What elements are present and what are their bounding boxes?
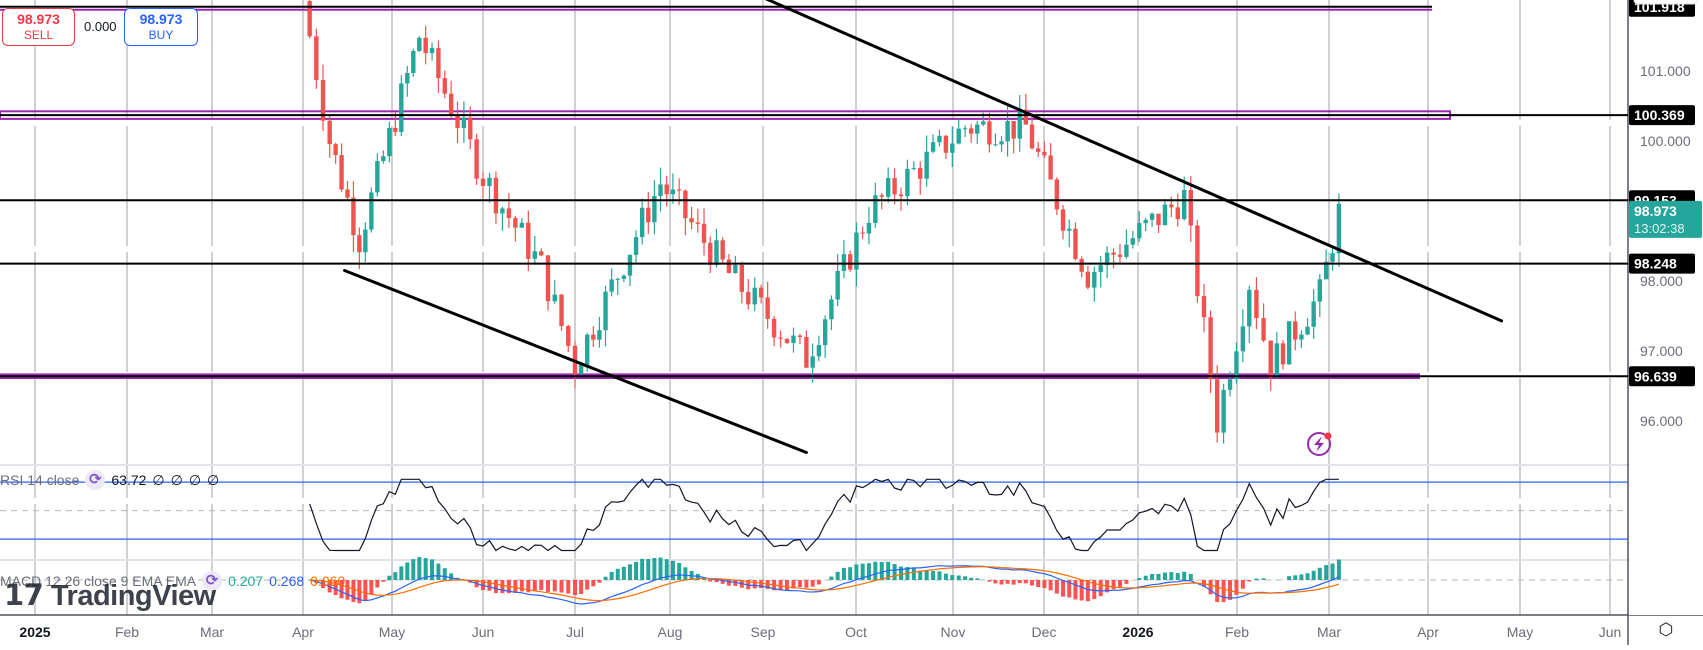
macd-line-value: 0.268	[269, 573, 304, 589]
sell-label: SELL	[3, 28, 74, 43]
macd-signal-value: 0.060	[310, 573, 345, 589]
sell-price: 98.973	[3, 11, 74, 28]
svg-text:Feb: Feb	[1225, 624, 1249, 640]
buy-button[interactable]: 98.973 BUY	[124, 8, 198, 46]
svg-text:101.000: 101.000	[1640, 63, 1691, 79]
logo-mark-icon: 𝟭𝟳	[4, 580, 51, 612]
rsi-legend-name: RSI 14 close	[0, 472, 79, 488]
svg-text:100.000: 100.000	[1640, 133, 1691, 149]
svg-text:Aug: Aug	[658, 624, 683, 640]
rsi-value: 63.72	[111, 472, 146, 488]
tradingview-logo[interactable]: 𝟭𝟳 TradingView	[4, 578, 216, 613]
rsi-pane: 75.0050.0025.00	[0, 467, 1675, 554]
horizontal-levels[interactable]	[0, 7, 1628, 377]
svg-text:Apr: Apr	[292, 624, 314, 640]
lightning-icon[interactable]	[1308, 433, 1332, 456]
svg-text:97.000: 97.000	[1640, 343, 1683, 359]
price-zones	[0, 10, 1450, 379]
rsi-extra-1: ∅	[171, 472, 183, 489]
svg-text:May: May	[1507, 624, 1533, 640]
svg-text:May: May	[379, 624, 405, 640]
logo-text: TradingView	[51, 580, 216, 612]
sell-button[interactable]: 98.973 SELL	[2, 8, 75, 46]
svg-text:Feb: Feb	[115, 624, 139, 640]
macd-histogram-value: 0.207	[228, 573, 263, 589]
svg-text:98.973: 98.973	[1634, 203, 1677, 219]
svg-text:100.369: 100.369	[1634, 107, 1685, 123]
rsi-extra-0: ∅	[152, 472, 164, 489]
gear-icon[interactable]: ⬡	[1656, 620, 1676, 640]
svg-text:Oct: Oct	[845, 624, 867, 640]
trendlines[interactable]	[345, 0, 1502, 453]
buy-price: 98.973	[125, 11, 197, 28]
svg-text:98.248: 98.248	[1634, 256, 1677, 272]
rsi-legend[interactable]: RSI 14 close ⟳ 63.72 ∅ ∅ ∅ ∅	[0, 470, 219, 490]
svg-text:Dec: Dec	[1032, 624, 1057, 640]
svg-text:Sep: Sep	[751, 624, 776, 640]
svg-text:2025: 2025	[19, 624, 50, 640]
svg-text:13:02:38: 13:02:38	[1634, 221, 1685, 236]
svg-text:Jun: Jun	[472, 624, 495, 640]
time-axis[interactable]: 2025 Feb Mar Apr May Jun Jul Aug Sep Oct Nov Dec 202…	[19, 624, 1621, 640]
svg-text:Apr: Apr	[1417, 624, 1439, 640]
svg-text:Jun: Jun	[1599, 624, 1622, 640]
svg-text:96.000: 96.000	[1640, 413, 1683, 429]
svg-text:2026: 2026	[1122, 624, 1153, 640]
rsi-extra-2: ∅	[189, 472, 201, 489]
svg-text:Mar: Mar	[1317, 624, 1341, 640]
reload-icon[interactable]: ⟳	[85, 470, 105, 490]
svg-text:Nov: Nov	[941, 624, 966, 640]
svg-text:Mar: Mar	[200, 624, 224, 640]
rsi-extra-3: ∅	[207, 472, 219, 489]
svg-text:98.000: 98.000	[1640, 273, 1683, 289]
buy-label: BUY	[125, 28, 197, 43]
spread-value: 0.000	[84, 19, 117, 34]
svg-text:Jul: Jul	[566, 624, 584, 640]
svg-text:96.639: 96.639	[1634, 368, 1677, 384]
price-axis[interactable]: 101.000100.00098.00097.00096.000101.9181…	[1629, 0, 1703, 615]
